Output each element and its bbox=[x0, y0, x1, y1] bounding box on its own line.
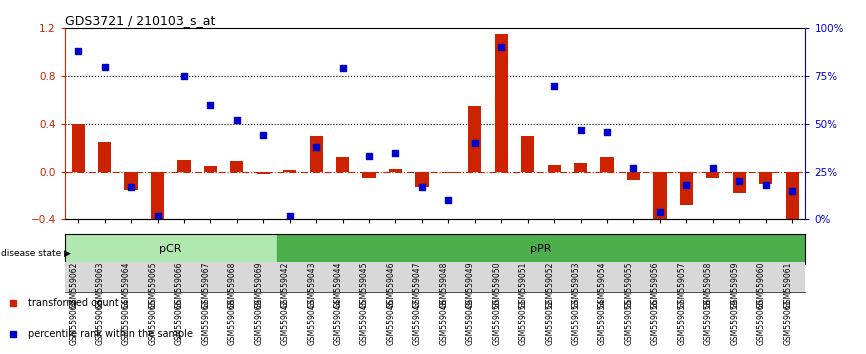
Text: GSM559047: GSM559047 bbox=[413, 262, 422, 308]
Bar bbox=[574, 163, 587, 172]
Text: disease state ▶: disease state ▶ bbox=[1, 249, 71, 258]
Text: GDS3721 / 210103_s_at: GDS3721 / 210103_s_at bbox=[65, 14, 216, 27]
Text: GSM559069: GSM559069 bbox=[255, 262, 263, 308]
Bar bbox=[363, 172, 376, 178]
Text: GSM559046: GSM559046 bbox=[386, 262, 396, 308]
Text: GSM559058: GSM559058 bbox=[704, 262, 713, 308]
Bar bbox=[706, 172, 720, 178]
Point bbox=[653, 209, 667, 215]
Text: GSM559055: GSM559055 bbox=[624, 262, 634, 308]
Bar bbox=[680, 172, 693, 205]
Point bbox=[573, 127, 587, 132]
Bar bbox=[65, 234, 276, 264]
Text: GSM559067: GSM559067 bbox=[202, 262, 210, 308]
Bar bbox=[256, 172, 270, 174]
Bar bbox=[600, 157, 614, 172]
Point bbox=[494, 45, 508, 50]
Point bbox=[520, 0, 534, 2]
Point bbox=[627, 165, 641, 171]
Bar bbox=[276, 234, 805, 264]
Text: GSM559068: GSM559068 bbox=[228, 262, 236, 308]
Text: GSM559053: GSM559053 bbox=[572, 262, 580, 308]
Text: GSM559066: GSM559066 bbox=[175, 262, 184, 308]
Text: GSM559052: GSM559052 bbox=[546, 262, 554, 308]
Bar bbox=[230, 161, 243, 172]
Text: transformed count: transformed count bbox=[28, 298, 119, 308]
Text: GSM559051: GSM559051 bbox=[519, 262, 527, 308]
Text: pCR: pCR bbox=[159, 244, 182, 254]
Text: GSM559061: GSM559061 bbox=[783, 262, 792, 308]
Bar bbox=[653, 172, 667, 224]
Bar bbox=[627, 172, 640, 180]
Text: GSM559057: GSM559057 bbox=[677, 262, 687, 308]
Point bbox=[256, 132, 270, 138]
Text: GSM559044: GSM559044 bbox=[333, 262, 343, 308]
Bar bbox=[72, 124, 85, 172]
Text: GSM559050: GSM559050 bbox=[492, 262, 501, 308]
Point bbox=[785, 188, 799, 194]
Bar bbox=[759, 172, 772, 184]
Text: GSM559064: GSM559064 bbox=[122, 262, 131, 308]
Bar bbox=[178, 160, 191, 172]
Point bbox=[177, 73, 191, 79]
Point bbox=[389, 150, 403, 155]
Text: GSM559054: GSM559054 bbox=[598, 262, 607, 308]
Point bbox=[547, 83, 561, 88]
Text: GSM559065: GSM559065 bbox=[148, 262, 158, 308]
Bar bbox=[283, 171, 296, 172]
Point bbox=[600, 129, 614, 135]
Bar bbox=[521, 136, 534, 172]
Text: GSM559059: GSM559059 bbox=[730, 262, 740, 308]
Text: pPR: pPR bbox=[530, 244, 552, 254]
Point bbox=[309, 144, 323, 150]
Bar bbox=[733, 172, 746, 193]
Point bbox=[71, 48, 85, 54]
Text: GSM559043: GSM559043 bbox=[307, 262, 316, 308]
Bar bbox=[442, 172, 455, 173]
Text: GSM559062: GSM559062 bbox=[69, 262, 78, 308]
Bar bbox=[204, 166, 217, 172]
Text: GSM559042: GSM559042 bbox=[281, 262, 290, 308]
Point bbox=[733, 178, 746, 184]
Point bbox=[706, 165, 720, 171]
Point bbox=[442, 198, 456, 203]
Point bbox=[151, 213, 165, 218]
Point bbox=[204, 102, 217, 108]
Text: GSM559063: GSM559063 bbox=[95, 262, 105, 308]
Text: GSM559048: GSM559048 bbox=[439, 262, 449, 308]
Bar bbox=[125, 172, 138, 190]
Point bbox=[124, 184, 138, 190]
Point bbox=[283, 213, 297, 218]
Bar bbox=[494, 34, 507, 172]
Text: GSM559056: GSM559056 bbox=[651, 262, 660, 308]
Bar bbox=[309, 136, 323, 172]
Text: GSM559045: GSM559045 bbox=[360, 262, 369, 308]
Text: GSM559060: GSM559060 bbox=[757, 262, 766, 308]
Point bbox=[229, 117, 243, 123]
Bar bbox=[98, 142, 111, 172]
Bar bbox=[151, 172, 165, 229]
Bar bbox=[785, 172, 798, 238]
Bar bbox=[336, 157, 349, 172]
Point bbox=[468, 140, 481, 146]
Bar bbox=[547, 165, 561, 172]
Bar bbox=[469, 106, 481, 172]
Point bbox=[98, 64, 112, 69]
Bar bbox=[416, 172, 429, 187]
Bar bbox=[389, 169, 402, 172]
Point bbox=[759, 182, 772, 188]
Text: GSM559049: GSM559049 bbox=[466, 262, 475, 308]
Point bbox=[680, 182, 694, 188]
Point bbox=[415, 184, 429, 190]
Text: percentile rank within the sample: percentile rank within the sample bbox=[28, 329, 193, 339]
Point bbox=[336, 65, 350, 71]
Point bbox=[362, 154, 376, 159]
